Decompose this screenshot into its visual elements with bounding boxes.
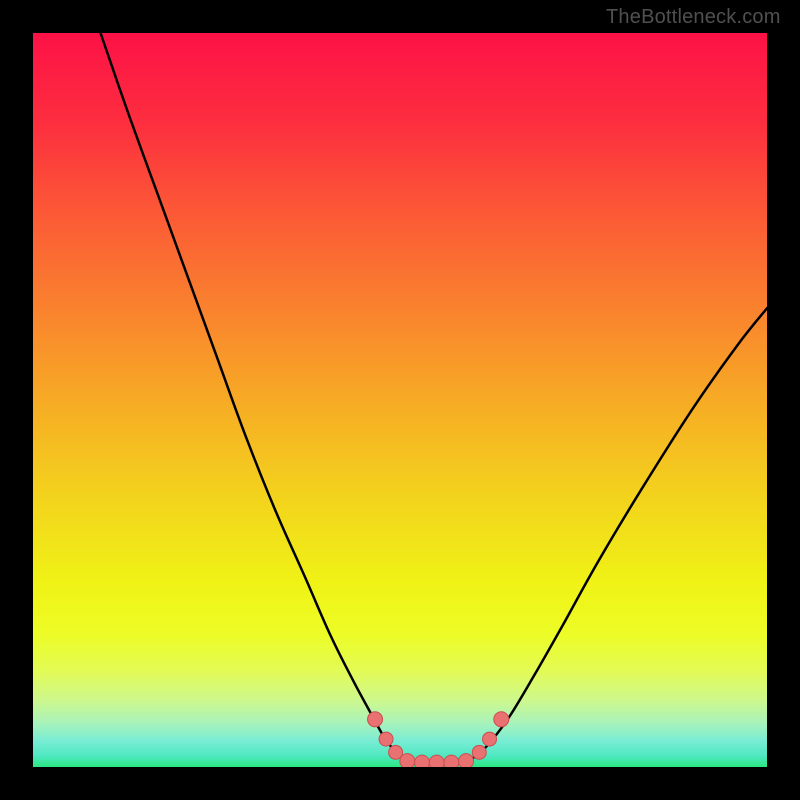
watermark-label: TheBottleneck.com (606, 6, 781, 29)
chart-container (33, 33, 767, 767)
gradient-background (33, 33, 767, 767)
